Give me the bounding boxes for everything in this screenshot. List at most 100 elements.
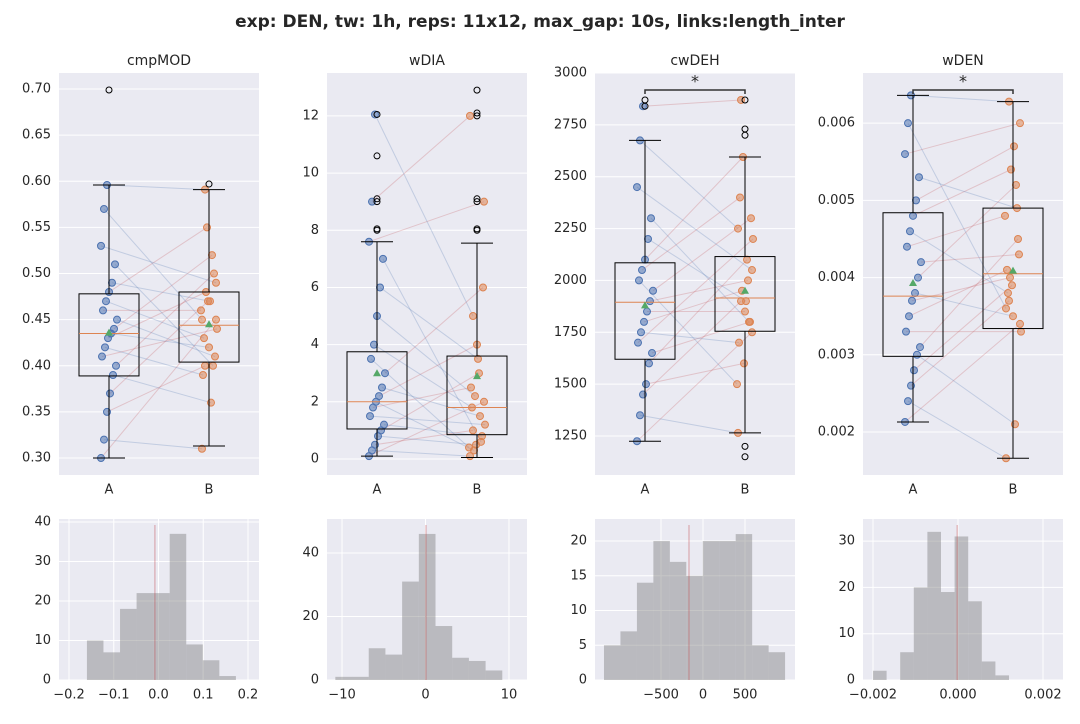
pair-line bbox=[920, 253, 1020, 263]
point bbox=[201, 361, 209, 370]
pair-line bbox=[376, 315, 476, 397]
pair-line bbox=[110, 333, 210, 348]
y-tick-label: 2000 bbox=[554, 273, 587, 288]
pair-line bbox=[103, 439, 203, 450]
point bbox=[735, 338, 743, 347]
point bbox=[466, 111, 474, 120]
point bbox=[480, 197, 488, 206]
pair-line bbox=[906, 215, 1006, 248]
pair-line bbox=[645, 362, 745, 385]
point bbox=[1015, 250, 1023, 259]
point bbox=[734, 224, 742, 233]
outlier bbox=[741, 453, 749, 461]
pair-line bbox=[643, 290, 743, 323]
pair-line bbox=[638, 280, 738, 385]
y-tick-label: 40 bbox=[302, 545, 319, 560]
pair-line bbox=[112, 374, 212, 404]
histogram-bar bbox=[954, 536, 969, 680]
pair-line bbox=[105, 300, 205, 339]
pair-line bbox=[371, 449, 471, 457]
point bbox=[1010, 142, 1018, 151]
point bbox=[379, 254, 387, 263]
y-tick-label: 0 bbox=[847, 673, 855, 688]
pair-line bbox=[639, 140, 739, 229]
pair-line bbox=[904, 323, 1021, 423]
point bbox=[205, 343, 213, 352]
outlier bbox=[641, 96, 649, 104]
mean-marker bbox=[1009, 266, 1017, 274]
figure-title: exp: DEN, tw: 1h, reps: 11x12, max_gap: … bbox=[235, 12, 845, 32]
point bbox=[1004, 289, 1012, 298]
point bbox=[904, 397, 912, 406]
point bbox=[465, 443, 473, 452]
point bbox=[901, 150, 909, 159]
pair-line bbox=[910, 94, 1010, 103]
pair-line bbox=[644, 156, 744, 261]
histogram-bar bbox=[385, 654, 403, 680]
point bbox=[380, 420, 388, 429]
pair-line bbox=[106, 365, 206, 413]
plot-background bbox=[327, 519, 527, 680]
histogram-bar bbox=[335, 676, 353, 680]
histogram-bar bbox=[636, 582, 654, 680]
pair-line bbox=[650, 217, 750, 323]
point bbox=[378, 383, 386, 392]
histogram-bar bbox=[202, 660, 220, 680]
x-tick-label: 0.2 bbox=[238, 688, 259, 703]
pair-line bbox=[369, 415, 486, 426]
mean-marker bbox=[641, 301, 649, 309]
point bbox=[1012, 180, 1020, 189]
outlier bbox=[373, 195, 381, 203]
panel-title: cwDEH bbox=[670, 53, 719, 69]
point bbox=[633, 183, 641, 192]
point bbox=[1003, 265, 1011, 274]
point bbox=[469, 312, 477, 321]
y-tick-label: 0 bbox=[311, 673, 319, 688]
pair-line bbox=[917, 184, 1017, 278]
point bbox=[909, 211, 917, 220]
y-tick-label: 0 bbox=[579, 673, 587, 688]
point bbox=[1014, 234, 1022, 243]
pair-line bbox=[104, 346, 204, 376]
point bbox=[199, 371, 207, 380]
point bbox=[481, 420, 489, 429]
point bbox=[640, 317, 648, 326]
y-tick-label: 0.003 bbox=[818, 347, 855, 362]
point bbox=[915, 173, 923, 182]
pair-line bbox=[113, 254, 213, 330]
histogram-bar bbox=[927, 531, 942, 680]
point bbox=[748, 266, 756, 275]
mean-marker bbox=[105, 328, 113, 336]
histogram-bar bbox=[686, 575, 703, 680]
outlier bbox=[205, 180, 213, 188]
histogram-bar bbox=[603, 645, 621, 680]
pair-line bbox=[915, 145, 1015, 201]
y-tick-label: 5 bbox=[579, 638, 587, 653]
point bbox=[479, 283, 487, 292]
y-tick-label: 0.004 bbox=[818, 270, 855, 285]
x-tick-label: −500 bbox=[643, 688, 679, 703]
y-tick-label: 4 bbox=[311, 337, 319, 352]
y-tick-label: 12 bbox=[302, 108, 319, 123]
panel-title: cmpMOD bbox=[127, 53, 191, 69]
pair-line bbox=[636, 331, 753, 442]
pair-line bbox=[919, 238, 1019, 348]
point bbox=[636, 411, 644, 420]
point bbox=[366, 412, 374, 421]
y-tick-label: 10 bbox=[838, 626, 855, 641]
y-tick-label: 20 bbox=[34, 594, 51, 609]
histogram-bar bbox=[485, 670, 503, 680]
y-tick-label: 10 bbox=[570, 603, 587, 618]
point bbox=[1006, 273, 1014, 282]
point bbox=[208, 251, 216, 260]
point bbox=[100, 204, 108, 213]
point bbox=[1002, 304, 1010, 313]
mean-marker bbox=[741, 286, 749, 294]
point bbox=[213, 324, 221, 333]
y-tick-label: 0 bbox=[43, 673, 51, 688]
point bbox=[733, 380, 741, 389]
y-tick-label: 1250 bbox=[554, 429, 587, 444]
histogram-bar bbox=[86, 640, 104, 680]
point bbox=[110, 324, 118, 333]
